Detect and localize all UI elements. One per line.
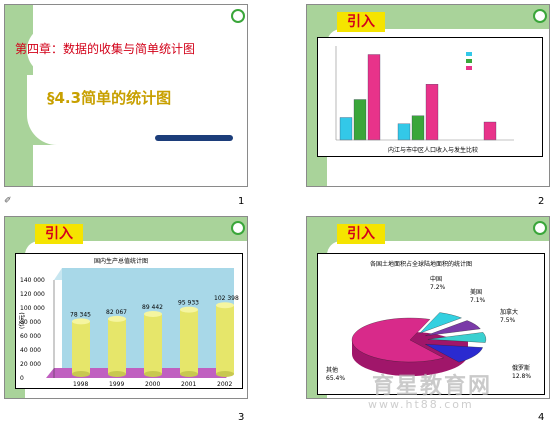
y-tick-label: 60 000 xyxy=(20,333,41,340)
slide-1[interactable]: 第四章：数据的收集与简单统计图 §4.3简单的统计图 xyxy=(4,4,248,187)
bar xyxy=(353,99,367,141)
bar xyxy=(483,121,497,141)
intro-tag: 引入 xyxy=(337,224,385,244)
watermark: 育星教育网 xyxy=(372,374,493,399)
legend-swatch-2 xyxy=(466,59,472,63)
bar xyxy=(72,321,90,374)
label-china: 中国 xyxy=(430,275,442,283)
bar-chart-1: 内江与市中区人口收入与发生比较 xyxy=(335,46,514,154)
label-other: 其他 xyxy=(326,366,338,374)
white-curve xyxy=(27,75,167,145)
bar-top xyxy=(180,306,198,313)
pie-slices xyxy=(351,312,487,363)
bar-top xyxy=(216,302,234,309)
gdp-chart: 国内生产总值统计图 (亿元) 140 000 120 000 100 000 80 0… xyxy=(18,257,239,388)
chart-frame: 国内生产总值统计图 (亿元) 140 000 120 000 100 000 80 0… xyxy=(15,253,243,389)
legend-swatch-3 xyxy=(466,66,472,70)
bar-top xyxy=(108,315,126,322)
section-title: §4.3简单的统计图 xyxy=(47,89,172,107)
pie-slice xyxy=(427,332,487,343)
slide-number-2: 2 xyxy=(538,196,545,207)
pie-slice xyxy=(425,320,481,336)
slide-2[interactable]: 引入 内江与市中区人口收入与发生比较 xyxy=(306,4,550,187)
watermark-url: www.ht88.com xyxy=(368,398,474,411)
legend-swatch-1 xyxy=(466,52,472,56)
white-header-band xyxy=(27,25,247,75)
y-tick-label: 80 000 xyxy=(20,319,41,326)
label-canada: 加拿大 xyxy=(500,308,518,316)
bar-bottom xyxy=(72,371,90,377)
data-label: 95 933 xyxy=(178,300,199,307)
bar-top xyxy=(144,310,162,317)
slide-4[interactable]: 引入 各国土地面积占全球陆地面积的统计图 中国 7.2% 美国 7.1% 加拿大… xyxy=(306,216,550,399)
chart-title: 内江与市中区人口收入与发生比较 xyxy=(388,146,478,154)
bar xyxy=(108,318,126,374)
bar xyxy=(339,117,353,141)
intro-tag: 引入 xyxy=(337,12,385,32)
bar xyxy=(216,305,234,374)
y-tick-label: 100 000 xyxy=(20,305,45,312)
label-usa-value: 7.1% xyxy=(470,297,486,304)
slide-nav-icon[interactable]: ✐ xyxy=(4,196,12,206)
x-tick-label: 2001 xyxy=(181,381,196,388)
label-other-value: 65.4% xyxy=(326,375,345,382)
slide-number-4: 4 xyxy=(538,412,545,423)
chart-title: 国内生产总值统计图 xyxy=(94,257,148,265)
bar-group xyxy=(339,54,497,141)
circle-icon xyxy=(231,221,245,235)
circle-icon xyxy=(533,221,547,235)
pie-chart: 各国土地面积占全球陆地面积的统计图 中国 7.2% 美国 7.1% 加拿大 7.… xyxy=(326,260,531,382)
bar xyxy=(411,115,425,141)
bar xyxy=(180,309,198,374)
y-tick-label: 20 000 xyxy=(20,361,41,368)
y-tick-labels: 140 000 120 000 100 000 80 000 60 000 40 000 2… xyxy=(20,277,45,382)
y-axis-label: (亿元) xyxy=(18,312,26,329)
data-label: 89 442 xyxy=(142,304,163,311)
bar-bottom xyxy=(180,371,198,377)
chapter-title: 第四章：数据的收集与简单统计图 xyxy=(15,42,196,56)
x-tick-label: 2002 xyxy=(217,381,232,388)
chart-frame: 内江与市中区人口收入与发生比较 xyxy=(317,37,543,157)
label-canada-value: 7.5% xyxy=(500,317,516,324)
x-tick-label: 1999 xyxy=(109,381,124,388)
slide-3[interactable]: 引入 国内生产总值统计图 (亿元) 140 000 120 000 100 000 8… xyxy=(4,216,248,399)
bar xyxy=(425,84,439,141)
slide-number-3: 3 xyxy=(238,412,245,423)
bar-top xyxy=(72,318,90,325)
chart-title: 各国土地面积占全球陆地面积的统计图 xyxy=(370,260,472,268)
circle-icon xyxy=(231,9,245,23)
chart-frame: 各国土地面积占全球陆地面积的统计图 中国 7.2% 美国 7.1% 加拿大 7.… xyxy=(317,253,545,395)
intro-tag: 引入 xyxy=(35,224,83,244)
bar xyxy=(397,123,411,141)
data-label: 78 345 xyxy=(70,311,91,318)
y-tick-label: 0 xyxy=(20,375,24,382)
pie-slice xyxy=(425,344,483,363)
slide-number-1: 1 xyxy=(238,196,245,207)
data-label: 82 067 xyxy=(106,309,127,316)
label-china-value: 7.2% xyxy=(430,284,446,291)
label-russia: 俄罗斯 xyxy=(512,364,530,372)
bar xyxy=(144,313,162,374)
x-tick-label: 1998 xyxy=(73,381,88,388)
y-tick-label: 40 000 xyxy=(20,347,41,354)
bar-group: 78 345 1998 82 067 1999 89 442 2000 95 933 2001… xyxy=(70,295,239,388)
label-usa: 美国 xyxy=(470,288,482,296)
y-tick-label: 120 000 xyxy=(20,291,45,298)
bar-bottom xyxy=(216,371,234,377)
bar-bottom xyxy=(144,371,162,377)
label-russia-value: 12.8% xyxy=(512,373,531,380)
navy-bar xyxy=(155,135,233,141)
bar xyxy=(367,54,381,141)
x-tick-label: 2000 xyxy=(145,381,160,388)
data-label: 102 398 xyxy=(214,295,239,302)
y-tick-label: 140 000 xyxy=(20,277,45,284)
circle-icon xyxy=(533,9,547,23)
pie-slice xyxy=(419,312,462,334)
bar-bottom xyxy=(108,371,126,377)
